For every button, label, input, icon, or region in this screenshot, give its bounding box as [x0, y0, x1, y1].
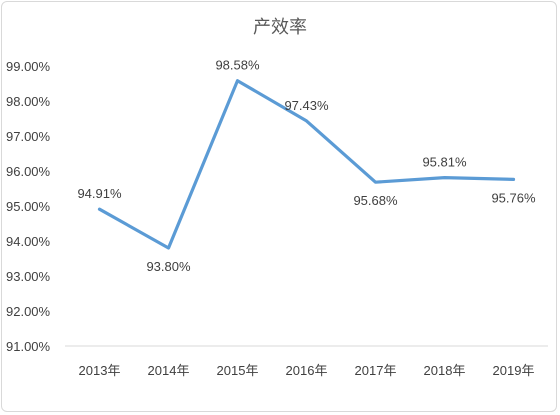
x-tick-label: 2018年 — [424, 363, 466, 378]
x-tick-label: 2014年 — [148, 363, 190, 378]
y-tick-label: 92.00% — [6, 304, 51, 319]
y-tick-label: 96.00% — [6, 164, 51, 179]
x-tick-label: 2019年 — [493, 363, 535, 378]
x-tick-label: 2013年 — [79, 363, 121, 378]
x-tick-label: 2016年 — [286, 363, 328, 378]
x-tick-label: 2017年 — [355, 363, 397, 378]
data-label: 95.81% — [422, 155, 467, 170]
data-label: 93.80% — [146, 259, 191, 274]
y-tick-label: 93.00% — [6, 269, 51, 284]
y-axis-ticks: 99.00% 98.00% 97.00% 96.00% 95.00% 94.00% 93.0… — [6, 59, 51, 354]
data-label: 98.58% — [215, 58, 260, 73]
data-label: 95.76% — [491, 190, 536, 205]
x-axis-ticks: 2013年 2014年 2015年 2016年 2017年 2018年 2019年 — [79, 363, 535, 378]
series-line — [97, 79, 516, 250]
data-labels: 94.91% 93.80% 98.58% 97.43% 95.68% 95.81% 95.7… — [77, 58, 536, 274]
data-label: 95.68% — [353, 193, 398, 208]
y-tick-label: 95.00% — [6, 199, 51, 214]
y-tick-label: 98.00% — [6, 94, 51, 109]
series-group — [97, 79, 516, 250]
y-tick-label: 99.00% — [6, 59, 51, 74]
y-tick-label: 94.00% — [6, 234, 51, 249]
chart-title: 产效率 — [253, 17, 307, 38]
data-label: 97.43% — [284, 98, 329, 113]
y-tick-label: 97.00% — [6, 129, 51, 144]
data-label: 94.91% — [77, 186, 122, 201]
x-tick-label: 2015年 — [217, 363, 259, 378]
y-tick-label: 91.00% — [6, 339, 51, 354]
